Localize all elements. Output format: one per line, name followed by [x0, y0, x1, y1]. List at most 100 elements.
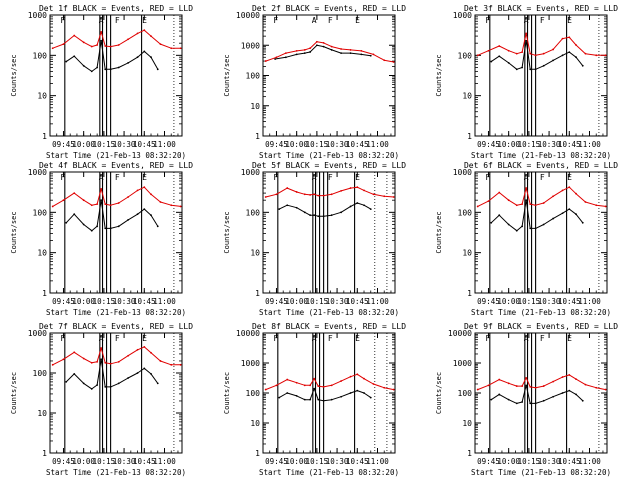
- data-point-lld: [568, 374, 571, 376]
- data-point-lld: [515, 52, 518, 55]
- x-tick-label: 11:00: [366, 457, 389, 466]
- data-point-events: [525, 39, 528, 42]
- data-point-events: [295, 395, 298, 397]
- flag-label: F: [115, 16, 120, 25]
- y-tick-label: 1000: [241, 359, 260, 368]
- data-point-lld: [295, 381, 298, 384]
- data-point-lld: [179, 363, 182, 366]
- data-point-lld: [317, 385, 320, 387]
- x-tick-label: 11:00: [153, 140, 176, 149]
- data-point-lld: [309, 384, 312, 387]
- x-tick-label: 10:00: [497, 457, 520, 466]
- data-point-events: [322, 399, 325, 402]
- data-point-lld: [62, 43, 65, 45]
- data-point-lld: [143, 345, 146, 348]
- y-axis-label: Counts/sec: [435, 372, 443, 414]
- y-tick-label: 1000: [453, 168, 472, 177]
- data-point-lld: [534, 386, 537, 389]
- x-tick-label: 10:30: [113, 140, 136, 149]
- flag-label: A: [99, 16, 104, 25]
- data-point-events: [340, 395, 343, 398]
- flag-label: F: [273, 173, 278, 182]
- data-point-lld: [322, 41, 325, 44]
- data-point-events: [317, 398, 320, 401]
- flag-label: F: [328, 334, 333, 343]
- data-point-events: [369, 208, 372, 211]
- data-point-events: [90, 70, 93, 73]
- data-point-events: [96, 384, 99, 386]
- data-point-events: [82, 223, 85, 226]
- data-point-lld: [372, 383, 375, 385]
- y-axis-label: Counts/sec: [10, 54, 18, 96]
- data-point-lld: [476, 54, 479, 57]
- data-point-lld: [51, 205, 54, 208]
- data-point-lld: [330, 193, 333, 196]
- data-point-lld: [542, 52, 545, 55]
- x-tick-label: 10:45: [133, 297, 156, 306]
- data-point-events: [568, 208, 571, 211]
- data-point-events: [349, 205, 352, 208]
- x-tick-label: 10:00: [285, 297, 308, 306]
- data-point-events: [100, 39, 103, 42]
- data-point-events: [340, 211, 343, 214]
- series-line-events: [490, 384, 584, 404]
- x-tick-label: 10:45: [346, 297, 369, 306]
- y-tick-label: 1: [42, 289, 47, 298]
- data-point-lld: [264, 196, 267, 198]
- data-point-lld: [109, 204, 112, 207]
- data-point-lld: [275, 384, 278, 387]
- series-line-events: [65, 199, 159, 232]
- data-point-lld: [595, 54, 598, 57]
- data-point-lld: [498, 191, 501, 194]
- data-point-lld: [100, 188, 103, 190]
- data-point-lld: [529, 52, 532, 55]
- flag-label: A: [312, 334, 317, 343]
- x-tick-label: 11:00: [578, 140, 601, 149]
- series-line-events: [65, 40, 159, 72]
- data-point-lld: [136, 32, 139, 35]
- data-point-lld: [127, 38, 130, 41]
- data-point-events: [117, 66, 120, 69]
- data-point-lld: [604, 388, 607, 391]
- data-point-events: [568, 51, 571, 54]
- data-point-events: [581, 399, 584, 402]
- data-point-events: [529, 402, 532, 405]
- data-point-lld: [82, 41, 85, 44]
- panel-6: Det 6f BLACK = Events, RED = LLD Counts/s…: [435, 161, 618, 317]
- flag-label: A: [99, 173, 104, 182]
- flag-label: F: [115, 334, 120, 343]
- y-tick-label: 100: [458, 208, 473, 217]
- data-point-events: [363, 392, 365, 394]
- data-point-lld: [170, 47, 173, 50]
- y-tick-label: 1: [467, 289, 472, 298]
- data-point-events: [521, 66, 524, 69]
- x-tick-label: 09:45: [477, 140, 500, 149]
- series-line-events: [490, 40, 584, 70]
- flag-label: E: [355, 173, 360, 182]
- x-tick-label: 09:45: [477, 297, 500, 306]
- data-point-lld: [315, 40, 318, 43]
- data-point-events: [295, 206, 298, 209]
- y-tick-label: 1: [42, 132, 47, 141]
- y-tick-label: 10000: [236, 329, 260, 338]
- data-point-lld: [383, 386, 386, 389]
- data-point-lld: [62, 199, 65, 202]
- flag-label: E: [142, 173, 147, 182]
- flag-label: E: [567, 334, 572, 343]
- data-point-events: [82, 64, 85, 67]
- x-axis-label: Start Time (21-Feb-13 08:32:20): [46, 151, 186, 160]
- data-point-lld: [170, 204, 173, 207]
- y-tick-label: 1: [467, 132, 472, 141]
- data-point-events: [525, 199, 528, 202]
- data-point-lld: [104, 203, 107, 206]
- data-point-lld: [525, 376, 528, 379]
- data-point-lld: [73, 34, 76, 37]
- y-tick-label: 1000: [241, 41, 260, 50]
- series-line-events: [278, 202, 372, 217]
- flag-label: F: [328, 16, 333, 25]
- data-point-events: [507, 61, 510, 64]
- panel-7: Det 7f BLACK = Events, RED = LLD Counts/s…: [10, 322, 193, 477]
- flag-label: F: [273, 334, 278, 343]
- panel-3: Det 3f BLACK = Events, RED = LLD Counts/s…: [435, 4, 618, 160]
- data-point-lld: [595, 386, 598, 389]
